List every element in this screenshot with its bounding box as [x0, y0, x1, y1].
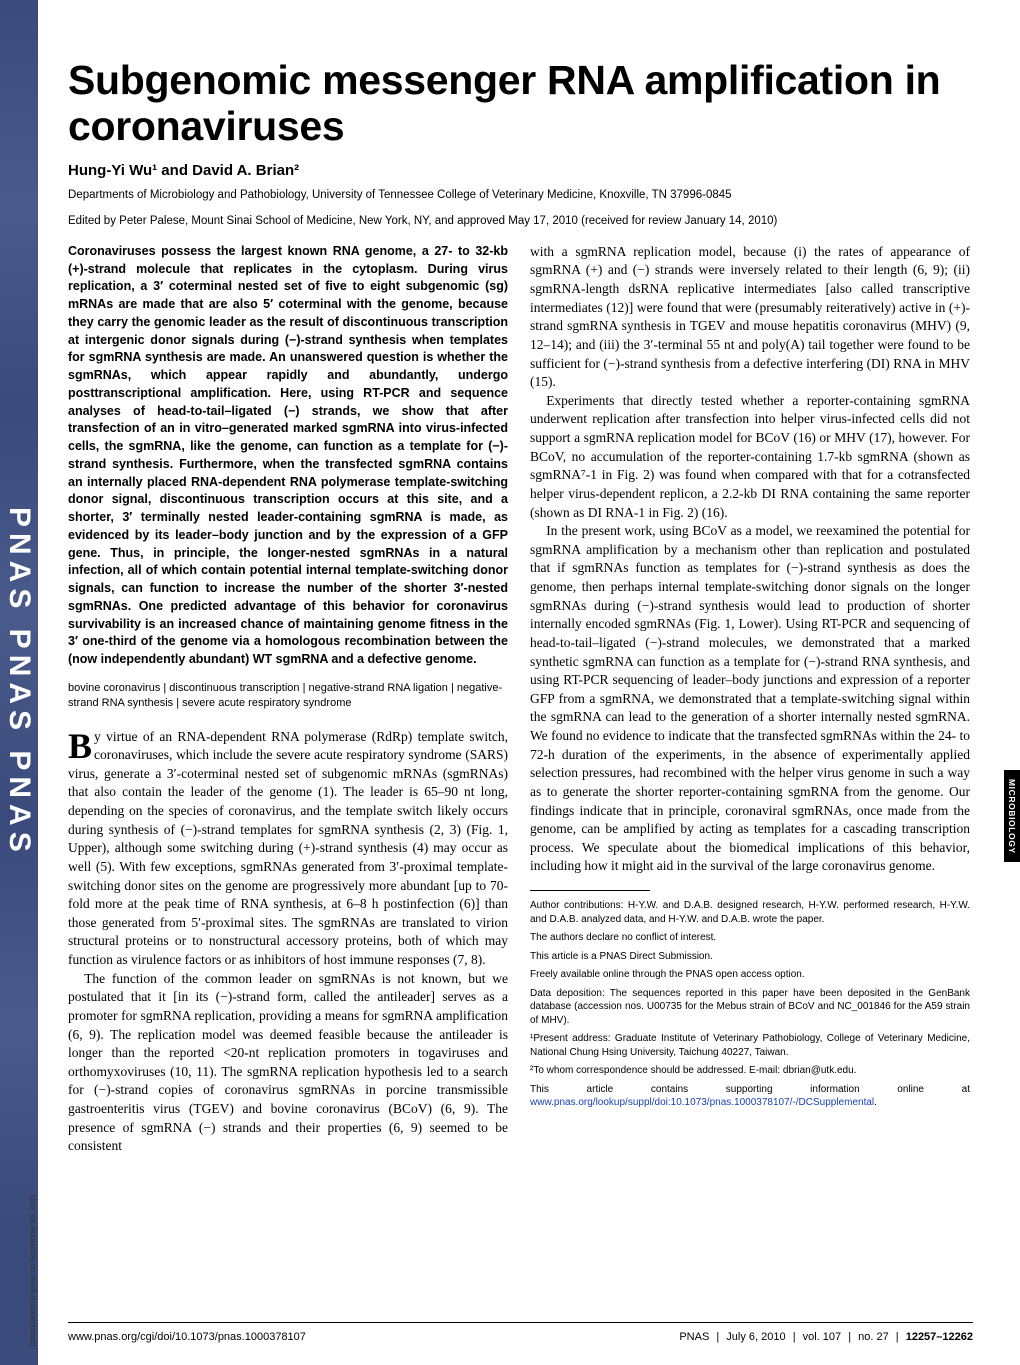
page-content: Subgenomic messenger RNA amplification i… — [68, 58, 973, 1156]
section-tab: MICROBIOLOGY — [1004, 770, 1020, 862]
footnote: Data deposition: The sequences reported … — [530, 987, 970, 1028]
footer-citation: PNAS | July 6, 2010 | vol. 107 | no. 27 … — [679, 1331, 973, 1343]
footnote: ²To whom correspondence should be addres… — [530, 1064, 970, 1078]
footer-rule — [68, 1322, 973, 1323]
footer-journal: PNAS — [679, 1331, 709, 1343]
left-column: Coronaviruses possess the largest known … — [68, 243, 508, 1156]
footer-doi: www.pnas.org/cgi/doi/10.1073/pnas.100037… — [68, 1331, 306, 1343]
affiliation: Departments of Microbiology and Pathobio… — [68, 189, 973, 201]
authors: Hung-Yi Wu¹ and David A. Brian² — [68, 162, 973, 179]
footer-vol: vol. 107 — [803, 1331, 842, 1343]
supplemental-link[interactable]: www.pnas.org/lookup/suppl/doi:10.1073/pn… — [530, 1097, 874, 1108]
edited-by: Edited by Peter Palese, Mount Sinai Scho… — [68, 215, 973, 227]
footnote: Freely available online through the PNAS… — [530, 968, 970, 982]
article-title: Subgenomic messenger RNA amplification i… — [68, 58, 973, 150]
dropcap: B — [68, 728, 94, 762]
journal-strip: PNAS PNAS PNAS — [0, 0, 38, 1365]
footnote: ¹Present address: Graduate Institute of … — [530, 1032, 970, 1059]
body-paragraph: In the present work, using BCoV as a mod… — [530, 522, 970, 876]
keywords: bovine coronavirus | discontinuous trans… — [68, 681, 508, 712]
body-paragraph: By virtue of an RNA-dependent RNA polyme… — [68, 728, 508, 970]
footer: www.pnas.org/cgi/doi/10.1073/pnas.100037… — [68, 1331, 973, 1343]
abstract: Coronaviruses possess the largest known … — [68, 243, 508, 669]
body-text: y virtue of an RNA-dependent RNA polymer… — [68, 729, 508, 968]
body-paragraph: with a sgmRNA replication model, because… — [530, 243, 970, 392]
two-column-layout: Coronaviruses possess the largest known … — [68, 243, 973, 1156]
footnote-text: This article contains supporting informa… — [530, 1084, 970, 1095]
footnote: Author contributions: H-Y.W. and D.A.B. … — [530, 899, 970, 926]
footnote: The authors declare no conflict of inter… — [530, 931, 970, 945]
footer-no: no. 27 — [858, 1331, 889, 1343]
footer-pages: 12257–12262 — [906, 1331, 973, 1343]
body-paragraph: The function of the common leader on sgm… — [68, 970, 508, 1156]
download-note: Downloaded by guest on September 26, 202… — [28, 1194, 37, 1347]
footnote: This article is a PNAS Direct Submission… — [530, 950, 970, 964]
body-paragraph: Experiments that directly tested whether… — [530, 392, 970, 522]
footnotes-rule — [530, 890, 650, 891]
right-column: with a sgmRNA replication model, because… — [530, 243, 970, 1156]
footnote-supplemental: This article contains supporting informa… — [530, 1083, 970, 1110]
footer-date: July 6, 2010 — [726, 1331, 785, 1343]
